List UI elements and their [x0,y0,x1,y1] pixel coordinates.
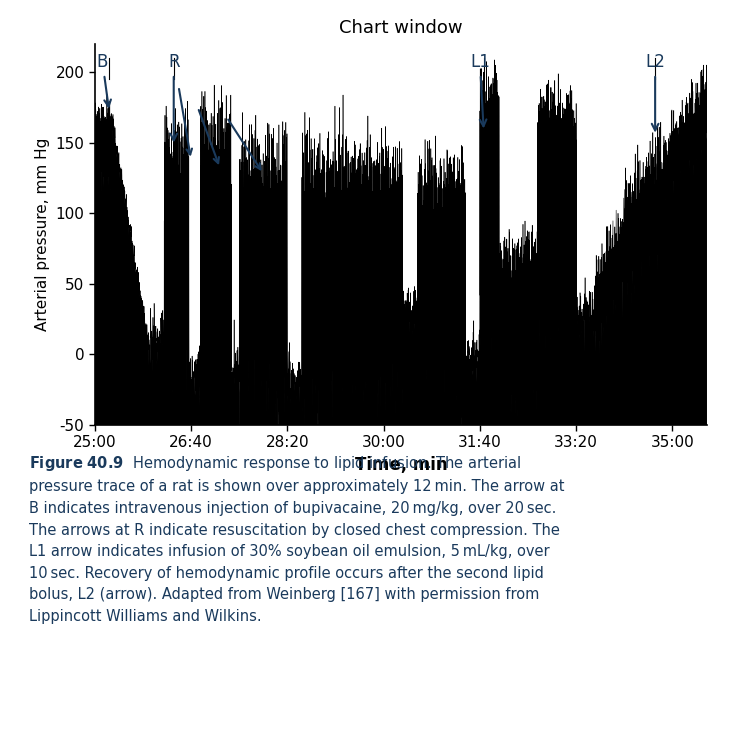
Text: $\bf{Figure\ 40.9}$  Hemodynamic response to lipid infusion. The arterial
pressu: $\bf{Figure\ 40.9}$ Hemodynamic response… [29,454,565,624]
Text: R: R [168,53,179,141]
Y-axis label: Arterial pressure, mm Hg: Arterial pressure, mm Hg [35,138,50,331]
X-axis label: Time, min: Time, min [354,455,448,474]
Text: L1: L1 [470,53,490,126]
Text: B: B [97,53,111,107]
Text: L2: L2 [645,53,665,130]
Title: Chart window: Chart window [339,19,463,37]
